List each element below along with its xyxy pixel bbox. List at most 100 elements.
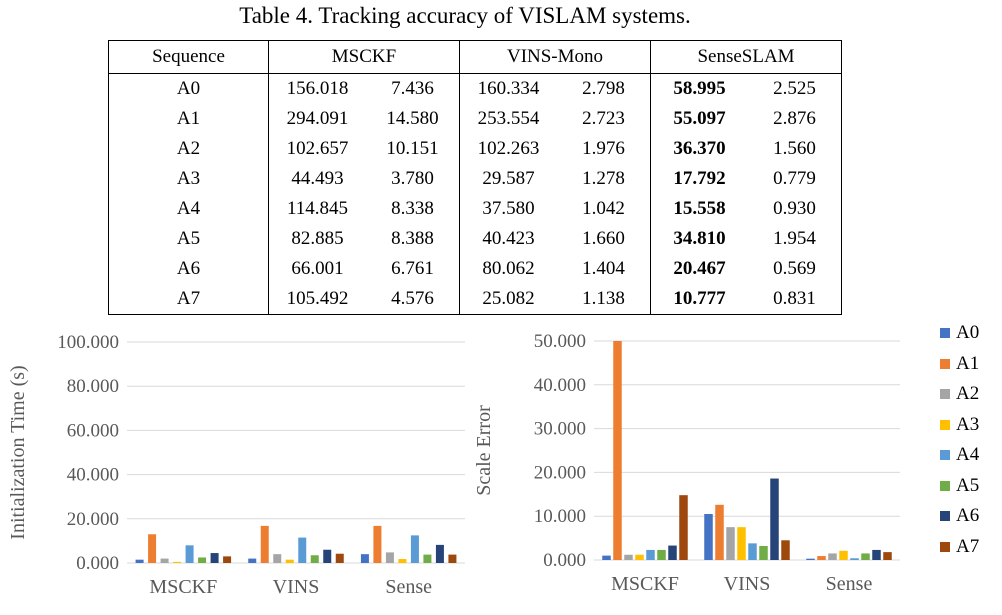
value-cell: 1.138 <box>582 288 625 309</box>
value-cell: 0.831 <box>773 288 816 309</box>
bar-a7-msckf <box>679 495 688 560</box>
legend-swatch <box>940 358 950 369</box>
legend-label: A1 <box>956 352 980 374</box>
legend-item: A0 <box>940 322 1000 343</box>
bar-a6-sense <box>872 549 881 560</box>
bar-a2-sense <box>828 553 837 560</box>
value-cell: 14.580 <box>386 108 439 129</box>
bar-a7-sense <box>883 552 892 560</box>
value-cell: 1.660 <box>582 228 625 249</box>
sequence-cell: A5 <box>176 228 201 249</box>
value-cell: 160.334 <box>459 73 557 104</box>
value-cell: 10.151 <box>386 138 439 159</box>
legend-label: A2 <box>956 383 980 404</box>
table-row: A4 114.845 8.338 37.580 1.042 15.558 0.930 <box>109 194 842 224</box>
legend-item: A6 <box>940 505 1000 526</box>
x-category-label: VINS <box>724 573 771 595</box>
value-cell: 8.338 <box>391 198 434 219</box>
value-cell: 29.587 <box>459 164 557 194</box>
value-cell: 294.091 <box>268 104 366 134</box>
bar-a2-vins <box>273 554 282 563</box>
x-category-label: VINS <box>273 576 320 598</box>
table-row: A6 66.001 6.761 80.062 1.404 20.467 0.569 <box>109 254 842 284</box>
bar-a5-vins <box>310 555 319 563</box>
sequence-cell: A4 <box>176 198 201 219</box>
initialization-time-chart: 0.000 20.000 40.000 60.000 80.000 100.000 Init… <box>7 332 465 598</box>
value-cell: 156.018 <box>268 73 366 104</box>
y-tick-label: 30.000 <box>534 419 586 440</box>
bar-a6-msckf <box>668 545 677 560</box>
bar-a7-sense <box>448 554 457 563</box>
value-cell: 1.278 <box>582 168 625 189</box>
bar-a6-msckf <box>210 553 219 563</box>
bar-a0-vins <box>704 514 713 560</box>
bar-a2-sense <box>385 552 394 563</box>
value-cell: 0.930 <box>773 198 816 219</box>
value-cell: 25.082 <box>459 284 557 315</box>
bar-a5-vins <box>759 545 768 560</box>
bar-a6-sense <box>435 544 444 563</box>
bar-a1-sense <box>373 525 382 563</box>
scale-error-chart: 0.000 10.000 20.000 30.000 40.000 50.000 Scale… <box>473 331 900 595</box>
y-tick-label: 80.000 <box>67 376 119 397</box>
value-cell: 1.560 <box>773 138 816 159</box>
value-cell: 82.885 <box>268 224 366 254</box>
bar-a4-msckf <box>185 545 194 563</box>
x-category-label: MSCKF <box>611 573 679 595</box>
value-cell: 8.388 <box>391 228 434 249</box>
legend-swatch <box>940 511 950 521</box>
bar-a5-msckf <box>198 557 207 563</box>
sequence-cell: A0 <box>176 78 201 99</box>
value-cell: 40.423 <box>459 224 557 254</box>
legend-swatch <box>940 450 950 460</box>
y-axis-label: Scale Error <box>473 405 495 496</box>
legend-swatch <box>940 328 950 338</box>
legend-item: A7 <box>940 535 1000 557</box>
header-sequence: Sequence <box>108 40 269 74</box>
value-cell: 44.493 <box>268 164 366 194</box>
bar-a3-sense <box>398 559 407 563</box>
value-cell: 2.723 <box>582 108 625 129</box>
bar-a3-vins <box>737 527 746 560</box>
legend-swatch <box>940 419 950 430</box>
legend-item: A4 <box>940 444 1000 465</box>
value-cell: 10.777 <box>650 284 748 315</box>
legend-swatch <box>940 480 950 491</box>
value-cell: 0.569 <box>773 258 816 279</box>
y-tick-label: 50.000 <box>534 331 586 352</box>
legend-label: A7 <box>956 535 980 557</box>
legend-label: A5 <box>956 474 980 496</box>
value-cell: 114.845 <box>268 194 366 224</box>
value-cell: 37.580 <box>459 194 557 224</box>
legend-item: A3 <box>940 413 1000 435</box>
bar-a2-vins <box>726 527 735 560</box>
bar-a2-msckf <box>624 554 633 560</box>
bar-a3-msckf <box>635 554 644 560</box>
bar-a4-vins <box>298 537 307 563</box>
bar-a5-sense <box>423 554 432 563</box>
value-cell: 6.761 <box>391 258 434 279</box>
value-cell: 1.042 <box>582 198 625 219</box>
value-cell: 102.657 <box>268 134 366 164</box>
bar-a1-msckf <box>148 534 157 563</box>
header-vins-mono: VINS-Mono <box>459 40 651 74</box>
table-row: A2 102.657 10.151 102.263 1.976 36.370 1.560 <box>109 134 842 164</box>
bar-a4-msckf <box>646 549 655 560</box>
value-cell: 1.404 <box>582 258 625 279</box>
bar-a7-vins <box>335 553 344 563</box>
bar-a5-msckf <box>657 549 666 560</box>
value-cell: 3.780 <box>391 168 434 189</box>
value-cell: 2.798 <box>582 78 625 99</box>
value-cell: 34.810 <box>650 224 748 254</box>
legend-item: A2 <box>940 383 1000 404</box>
value-cell: 55.097 <box>650 104 748 134</box>
value-cell: 17.792 <box>650 164 748 194</box>
header-msckf: MSCKF <box>268 40 460 74</box>
bar-a1-sense <box>817 556 826 560</box>
legend-swatch <box>940 541 950 552</box>
bar-a0-msckf <box>602 555 611 560</box>
legend-label: A3 <box>956 413 980 435</box>
table-header-row: Sequence MSCKF VINS-Mono SenseSLAM <box>108 40 842 74</box>
value-cell: 1.976 <box>582 138 625 159</box>
bar-a4-sense <box>850 558 859 560</box>
